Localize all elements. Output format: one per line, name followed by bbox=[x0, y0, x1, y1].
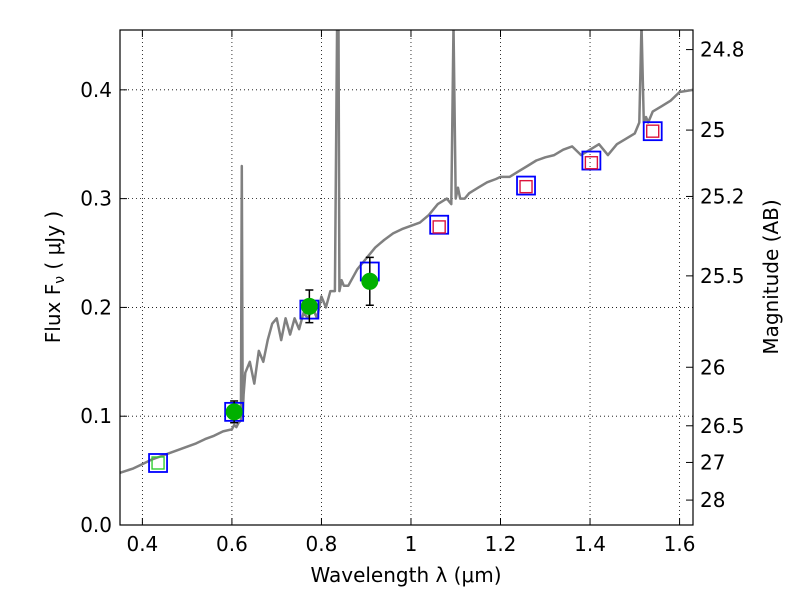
hst-photometry-square bbox=[519, 179, 533, 194]
observed-point bbox=[300, 297, 318, 315]
x-tick-label: 1.2 bbox=[485, 532, 517, 556]
x-tick-label: 0.8 bbox=[306, 532, 338, 556]
y2-tick-label: 26 bbox=[700, 355, 725, 379]
grid bbox=[120, 30, 693, 526]
y-tick-label: 0.3 bbox=[80, 187, 112, 211]
x-tick-label: 0.4 bbox=[126, 532, 158, 556]
y-axis-label: Flux Fν ( μJy ) bbox=[41, 211, 68, 343]
y2-tick-label: 24.8 bbox=[700, 38, 745, 62]
model-point-square bbox=[581, 150, 602, 171]
model-point-square bbox=[429, 214, 450, 235]
y-tick-label: 0.2 bbox=[80, 295, 112, 319]
model-spectrum-line bbox=[120, 30, 693, 474]
y2-tick-label: 25 bbox=[700, 118, 725, 142]
hst-photometry-square bbox=[646, 124, 660, 138]
ticks: 0.4 0.6 0.8 1 1.2 1.4 1.6 0.0 0.1 0.2 0.3 0.4 24.8 25… bbox=[80, 30, 745, 556]
x-tick-label: 1.6 bbox=[664, 532, 696, 556]
y-axis-label-main: Flux F bbox=[41, 284, 65, 343]
hst-photometry-square bbox=[584, 156, 599, 170]
observed-point bbox=[225, 403, 243, 421]
x-axis-label: Wavelength λ (μm) bbox=[310, 563, 501, 587]
y2-tick-label: 25.5 bbox=[700, 264, 745, 288]
plot-area bbox=[120, 30, 693, 474]
plot-frame bbox=[119, 29, 694, 526]
y-axis-label-unit: ( μJy ) bbox=[41, 211, 65, 276]
y-tick-label: 0.4 bbox=[80, 78, 112, 102]
model-point-square bbox=[148, 453, 168, 473]
y-tick-label: 0.1 bbox=[80, 404, 112, 428]
y2-axis-label: Magnitude (AB) bbox=[759, 199, 783, 354]
x-tick-label: 0.6 bbox=[216, 532, 248, 556]
y-axis-label-sub: ν bbox=[52, 276, 68, 284]
y2-tick-label: 27 bbox=[700, 450, 725, 474]
observed-point bbox=[361, 272, 379, 290]
x-tick-label: 1.4 bbox=[574, 532, 606, 556]
y2-tick-label: 25.2 bbox=[700, 184, 745, 208]
model-point-square bbox=[642, 121, 663, 142]
y-tick-label: 0.0 bbox=[80, 513, 112, 537]
y2-tick-label: 26.5 bbox=[700, 414, 745, 438]
model-point-square bbox=[516, 175, 536, 196]
y2-tick-label: 28 bbox=[700, 488, 725, 512]
spitzer-photometry-square bbox=[151, 456, 165, 470]
x-tick-label: 1 bbox=[405, 532, 418, 556]
hst-photometry-square bbox=[432, 220, 446, 234]
